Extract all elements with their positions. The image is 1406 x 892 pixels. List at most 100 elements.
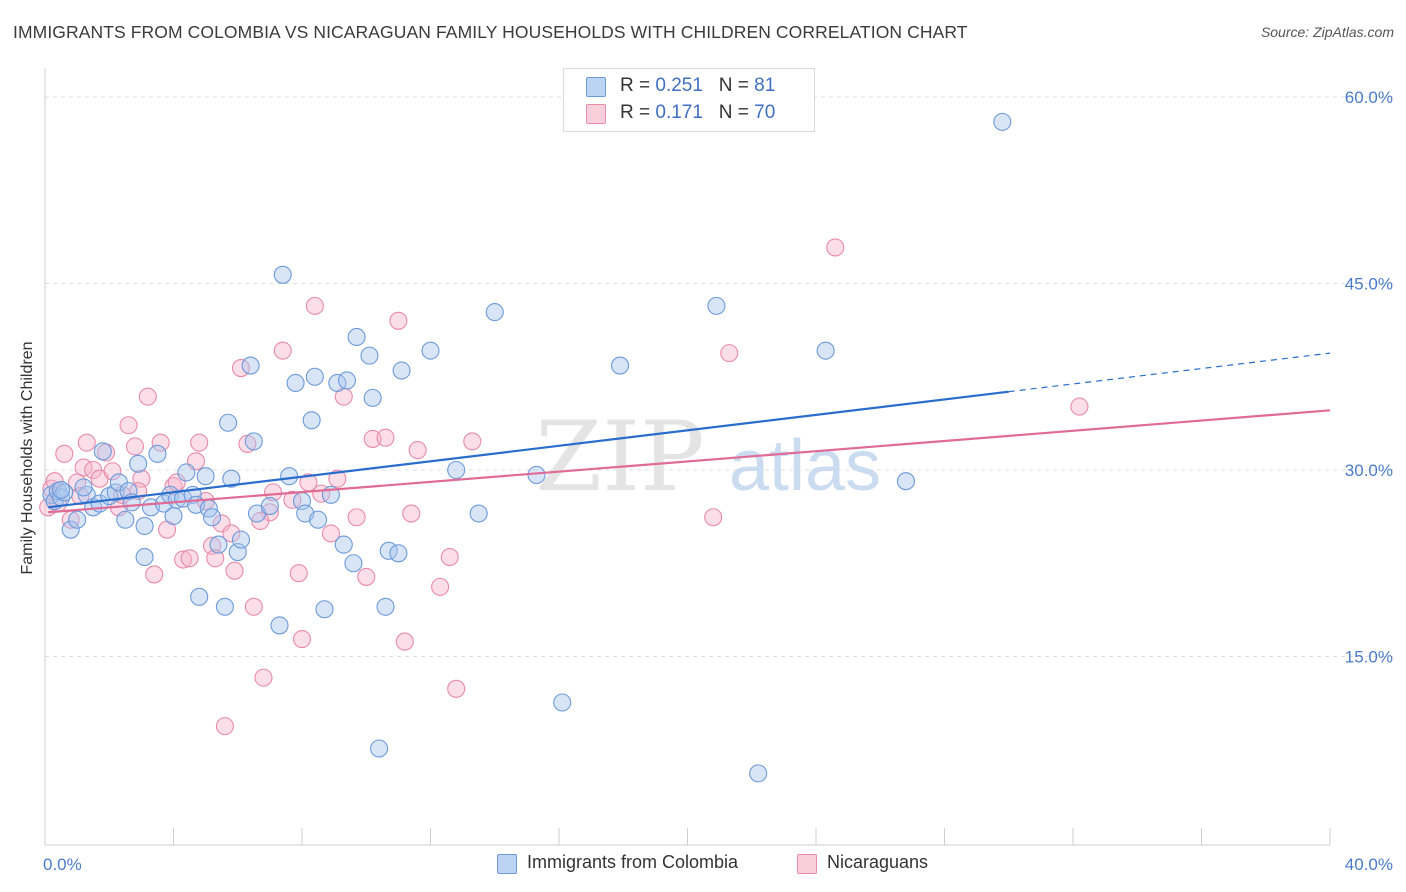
data-point	[431, 577, 450, 596]
data-point	[116, 510, 135, 529]
r-value: 0.251	[655, 75, 703, 96]
data-point	[180, 549, 199, 568]
data-point	[190, 433, 209, 452]
data-point	[1070, 397, 1089, 416]
data-point	[77, 433, 96, 452]
data-point	[463, 432, 482, 451]
data-point	[376, 597, 395, 616]
data-point	[260, 497, 279, 516]
data-point	[215, 717, 234, 736]
data-point	[93, 442, 112, 461]
colombia-legend-label: Immigrants from Colombia	[527, 852, 739, 872]
data-point	[328, 469, 347, 488]
data-point	[135, 516, 154, 536]
n-value: 70	[754, 102, 776, 123]
x-tick-label-max: 40.0%	[1345, 855, 1393, 874]
data-point	[357, 567, 376, 586]
data-point	[610, 356, 630, 375]
y-tick-label: 15.0%	[1345, 648, 1393, 667]
data-point	[145, 565, 164, 584]
data-point	[553, 693, 572, 712]
r-label: R =	[620, 102, 651, 123]
data-point	[129, 454, 148, 473]
nicaraguans-legend-label: Nicaraguans	[827, 852, 929, 872]
data-point	[707, 296, 726, 315]
x-tick-label-min: 0.0%	[43, 855, 82, 874]
y-axis-label: Family Households with Children	[19, 341, 36, 575]
r-value: 0.171	[655, 102, 703, 123]
nicaraguans-trend-line	[48, 409, 1331, 514]
data-point	[174, 550, 193, 569]
data-point	[896, 472, 916, 491]
data-point	[273, 341, 292, 360]
zipatlas-watermark: ZIP atlas	[535, 401, 881, 513]
data-point	[206, 549, 225, 568]
data-point	[408, 441, 427, 460]
data-point	[244, 432, 263, 451]
data-point	[273, 265, 292, 284]
data-point	[347, 327, 366, 347]
nicaraguans-swatch	[586, 104, 606, 124]
data-point	[103, 462, 122, 481]
data-point	[389, 544, 408, 563]
trend-lines	[48, 352, 1331, 514]
data-point	[816, 341, 835, 360]
data-point	[469, 504, 488, 523]
data-point	[135, 547, 154, 567]
tick-labels: 15.0% 30.0% 45.0% 60.0% 0.0% 40.0%	[43, 88, 1393, 874]
data-point	[485, 303, 504, 322]
data-point	[392, 361, 411, 380]
data-point	[315, 600, 334, 619]
data-point	[151, 433, 170, 452]
data-point	[244, 597, 263, 616]
colombia-legend-swatch	[497, 854, 517, 874]
data-point	[363, 429, 382, 448]
data-point	[376, 428, 395, 447]
data-point	[119, 482, 138, 501]
data-point	[402, 504, 421, 523]
data-point	[334, 535, 353, 554]
watermark-atlas: atlas	[729, 426, 881, 506]
data-point	[215, 597, 234, 616]
data-point	[370, 739, 389, 758]
watermark-zip: ZIP	[535, 401, 704, 513]
data-point	[309, 510, 328, 529]
colombia-trend-line	[48, 390, 1009, 509]
data-point	[360, 346, 379, 365]
data-point	[222, 524, 241, 543]
data-point	[125, 437, 144, 456]
data-point	[363, 388, 382, 407]
data-point	[219, 413, 238, 432]
data-point	[68, 510, 87, 529]
data-point	[286, 373, 305, 393]
colombia-trend-extension	[1008, 352, 1331, 393]
data-point	[704, 508, 723, 527]
data-point	[344, 554, 363, 573]
data-point	[749, 764, 768, 783]
data-point	[209, 535, 228, 554]
data-point	[337, 371, 357, 390]
data-point	[993, 112, 1012, 131]
n-label: N =	[718, 75, 749, 96]
data-point	[421, 341, 440, 360]
data-point	[395, 632, 414, 651]
data-point	[826, 238, 845, 257]
data-point	[440, 547, 459, 567]
data-point	[106, 483, 125, 502]
data-point	[190, 587, 209, 606]
data-point	[148, 444, 167, 463]
data-point	[212, 514, 231, 533]
data-point	[231, 530, 251, 549]
data-point	[289, 564, 308, 583]
data-point	[283, 490, 302, 509]
y-tick-label: 60.0%	[1345, 88, 1393, 107]
data-point	[225, 561, 244, 580]
nicaraguans-legend-swatch	[797, 854, 817, 874]
data-point	[241, 356, 260, 375]
stats-legend: R = 0.251 N = 81 R = 0.171 N = 70	[563, 68, 815, 132]
nicaraguans-points	[39, 238, 1089, 736]
colombia-swatch	[586, 77, 606, 97]
data-point	[264, 483, 283, 502]
n-value: 81	[754, 75, 776, 96]
